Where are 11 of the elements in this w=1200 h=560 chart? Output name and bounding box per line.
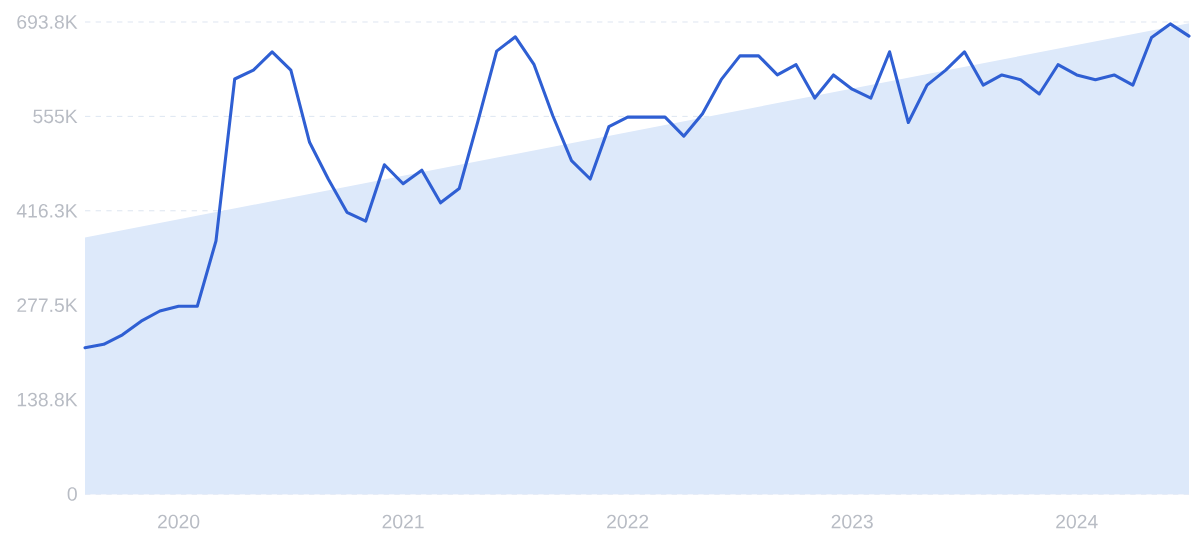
y-tick-label: 555K [33,109,78,124]
y-tick-label: 693.8K [17,15,78,29]
x-tick-label: 2024 [1056,514,1098,529]
x-tick-label: 2020 [158,514,200,529]
y-tick-label: 138.8K [17,392,78,407]
x-tick-label: 2022 [607,514,649,529]
y-tick-label: 277.5K [17,298,78,313]
y-tick-label: 416.3K [16,203,78,218]
x-tick-label: 2023 [831,514,873,529]
y-tick-label: 0 [67,487,77,501]
x-tick-label: 2021 [382,514,424,529]
